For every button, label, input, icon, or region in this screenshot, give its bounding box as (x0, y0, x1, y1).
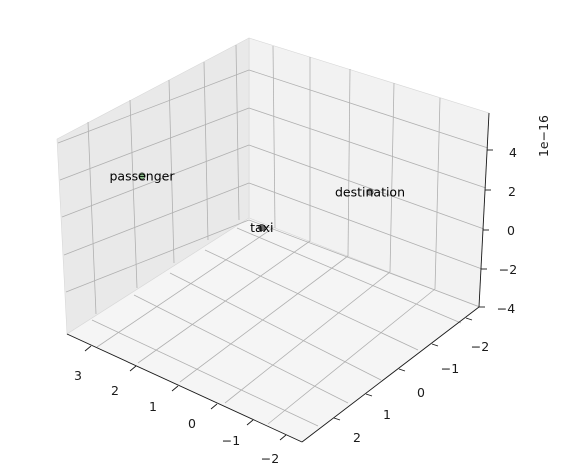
y-tick-label: −1 (441, 361, 459, 376)
z-offset-label: 1e−16 (536, 115, 551, 157)
point-destination (366, 188, 374, 196)
z-tick-label: −2 (499, 262, 517, 277)
x-tick-labels: 3 2 1 0 −1 −2 (74, 368, 279, 466)
annotation-passenger: passenger (110, 169, 176, 184)
tick-marks (84, 149, 493, 441)
y-tick-label: 0 (417, 385, 425, 400)
annotation-destination: destination (335, 185, 405, 200)
x-tick-label: 2 (111, 383, 119, 398)
annotation-taxi: taxi (250, 220, 273, 235)
data-points: taxi passenger destination (110, 169, 406, 236)
x-tick-label: 3 (74, 368, 82, 383)
z-tick-label: 2 (508, 184, 516, 199)
x-tick-label: 1 (149, 399, 157, 414)
z-tick-label: −4 (497, 301, 515, 316)
axis-lines (66, 112, 490, 443)
x-tick-label: −1 (222, 433, 240, 448)
y-tick-label: −2 (471, 339, 489, 354)
y-tick-label: 1 (383, 407, 391, 422)
grid-lines (57, 44, 489, 427)
z-tick-label: 0 (507, 223, 515, 238)
point-taxi (258, 224, 266, 232)
point-passenger (138, 172, 146, 180)
z-tick-label: 4 (509, 145, 517, 160)
z-tick-labels: 4 2 0 −2 −4 (497, 145, 517, 316)
x-tick-label: 0 (188, 416, 196, 431)
y-tick-label: 2 (353, 430, 361, 445)
x-tick-label: −2 (261, 451, 279, 466)
y-tick-labels: −2 −1 0 1 2 (353, 339, 489, 445)
